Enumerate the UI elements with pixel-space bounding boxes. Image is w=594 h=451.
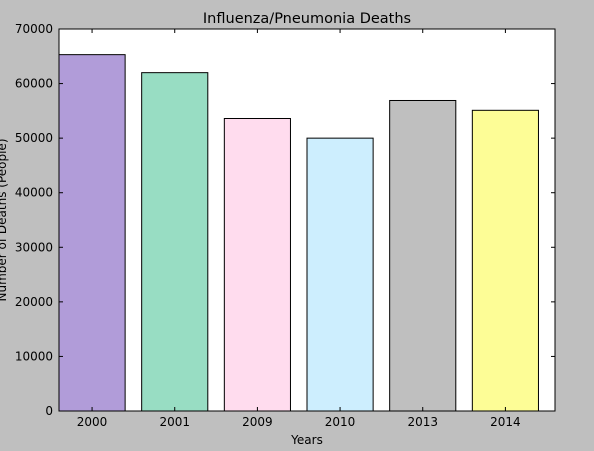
bar-2010 (306, 137, 374, 412)
y-axis: 0 10000 20000 30000 40000 50000 60000 70000 (15, 22, 555, 418)
y-tick-label: 10000 (15, 349, 53, 363)
bar-2013 (389, 99, 457, 412)
y-tick-label: 40000 (15, 186, 53, 200)
y-tick-label: 0 (45, 404, 53, 418)
plot-frame (58, 28, 556, 412)
x-tick-label: 2009 (242, 415, 273, 429)
x-tick-label: 2010 (325, 415, 356, 429)
bar-2001 (141, 72, 209, 412)
x-tick-label: 2013 (407, 415, 438, 429)
bars-group (58, 54, 539, 412)
bar-2014 (471, 109, 539, 412)
y-tick-label: 70000 (15, 22, 53, 36)
y-tick-label: 60000 (15, 77, 53, 91)
x-axis-title: Years (290, 433, 323, 447)
bar-2009 (223, 117, 291, 412)
y-axis-title: Number of Deaths (People) (0, 139, 9, 302)
bar-2000 (58, 54, 126, 412)
x-tick-label: 2014 (490, 415, 521, 429)
y-tick-label: 30000 (15, 240, 53, 254)
x-axis: 2000 2001 2009 2010 2013 2014 (77, 29, 521, 429)
y-tick-label: 50000 (15, 131, 53, 145)
chart-title: Influenza/Pneumonia Deaths (203, 11, 411, 27)
x-tick-label: 2000 (77, 415, 108, 429)
y-tick-label: 20000 (15, 295, 53, 309)
x-tick-label: 2001 (159, 415, 190, 429)
